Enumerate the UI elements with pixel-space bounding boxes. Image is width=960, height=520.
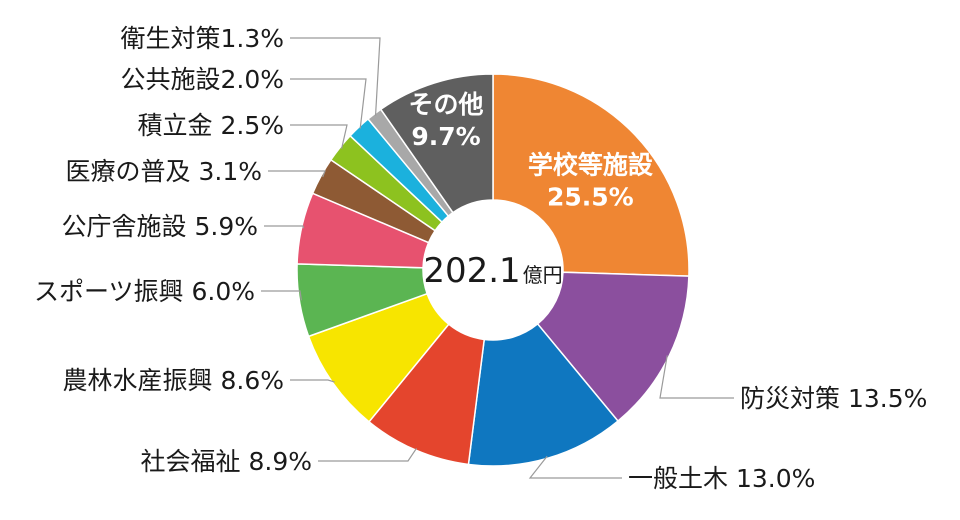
inside-label-value: 9.7% [411, 122, 480, 151]
leader-line-6 [261, 290, 302, 301]
center-total: 202.1 億円 [423, 251, 562, 291]
callout-label-10: 一般土木 13.0% [628, 464, 815, 493]
leader-line-1 [290, 37, 381, 116]
callout-label-4: 医療の普及 3.1% [66, 157, 262, 186]
slice-3 [467, 322, 619, 467]
leader-line-9 [659, 355, 734, 399]
slice-1 [492, 73, 690, 277]
leader-lines [261, 37, 734, 479]
slice-labels: 学校等施設 25.5% その他 9.7% 衛生対策1.3% 公共施設2.0% 積立金 2.5… [34, 24, 927, 493]
inside-label-value: 25.5% [547, 183, 634, 212]
callout-label-8: 社会福祉 8.9% [141, 447, 312, 476]
svg-text:202.1億円: 202.1 億円 [423, 251, 562, 291]
leader-line-5 [264, 225, 305, 229]
slice-12 [379, 73, 494, 214]
center-total-value: 202.1 [423, 251, 520, 291]
leader-line-3 [290, 124, 348, 149]
leader-line-4 [268, 170, 326, 178]
inside-label-name: 学校等施設 [528, 151, 654, 180]
slice-2 [536, 271, 690, 423]
callout-label-6: スポーツ振興 6.0% [34, 277, 255, 306]
callout-label-3: 積立金 2.5% [138, 111, 284, 140]
center-total-unit: 億円 [523, 263, 563, 287]
leader-line-10 [528, 455, 622, 479]
inside-label-12: その他 9.7% [408, 90, 483, 151]
inside-label-1: 学校等施設 25.5% [528, 151, 654, 212]
slices [296, 73, 690, 467]
leader-line-8 [318, 447, 418, 462]
leader-line-7 [290, 379, 335, 383]
inside-label-name: その他 [408, 90, 483, 119]
callout-label-9: 防災対策 13.5% [740, 384, 927, 413]
leader-line-2 [290, 78, 367, 129]
callout-label-7: 農林水産振興 8.6% [63, 366, 284, 395]
callout-label-2: 公共施設2.0% [120, 65, 284, 94]
callout-label-5: 公庁舎施設 5.9% [62, 212, 258, 241]
callout-label-1: 衛生対策1.3% [120, 24, 284, 53]
